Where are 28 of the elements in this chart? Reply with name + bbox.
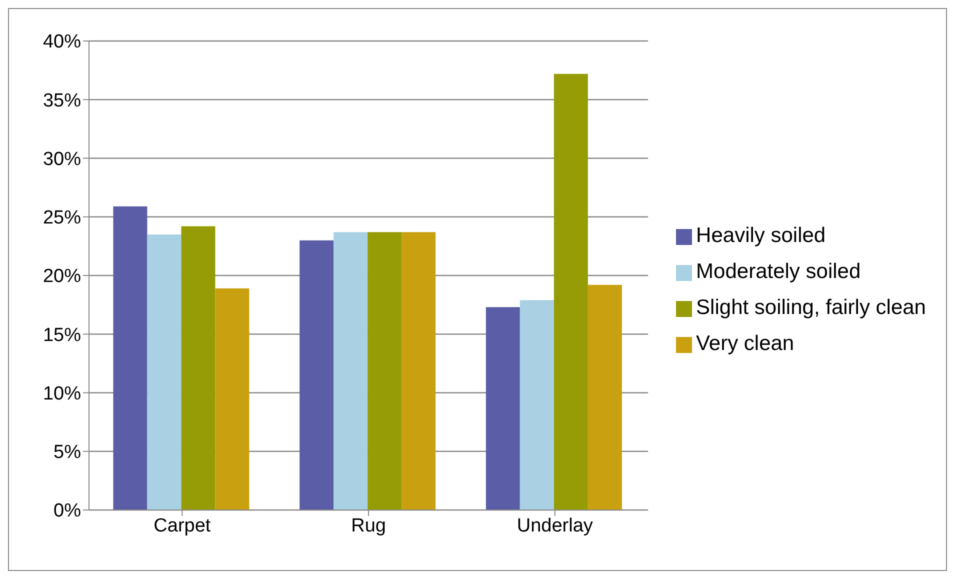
y-tick-label: 35% [42, 90, 82, 112]
y-tick-label: 5% [54, 442, 82, 464]
y-tick-label: 30% [42, 148, 82, 170]
y-tick-label: 20% [42, 266, 82, 288]
legend-label: Very clean [696, 332, 794, 354]
x-tick-label: Rug [351, 515, 386, 536]
y-tick-label: 25% [42, 208, 82, 229]
bar [554, 74, 588, 510]
bar [147, 234, 182, 510]
bar [300, 240, 334, 510]
legend-label: Heavily soiled [696, 224, 826, 246]
y-tick-label: 15% [42, 324, 82, 346]
bar [402, 232, 436, 510]
bar [334, 232, 368, 510]
bar [215, 288, 250, 510]
x-tick-label: Underlay [516, 515, 594, 536]
y-tick-label: 10% [42, 383, 82, 404]
bar [520, 300, 554, 510]
bar [588, 284, 622, 510]
y-tick-label: 0% [54, 500, 82, 522]
y-tick-label: 40% [42, 32, 82, 53]
bar [486, 307, 520, 510]
bar [181, 226, 216, 510]
x-tick-label: Carpet [154, 515, 212, 536]
legend-label: Slight soiling, fairly clean [696, 296, 926, 318]
bar [368, 232, 402, 510]
bar [113, 206, 148, 510]
legend-label: Moderately soiled [696, 260, 861, 282]
